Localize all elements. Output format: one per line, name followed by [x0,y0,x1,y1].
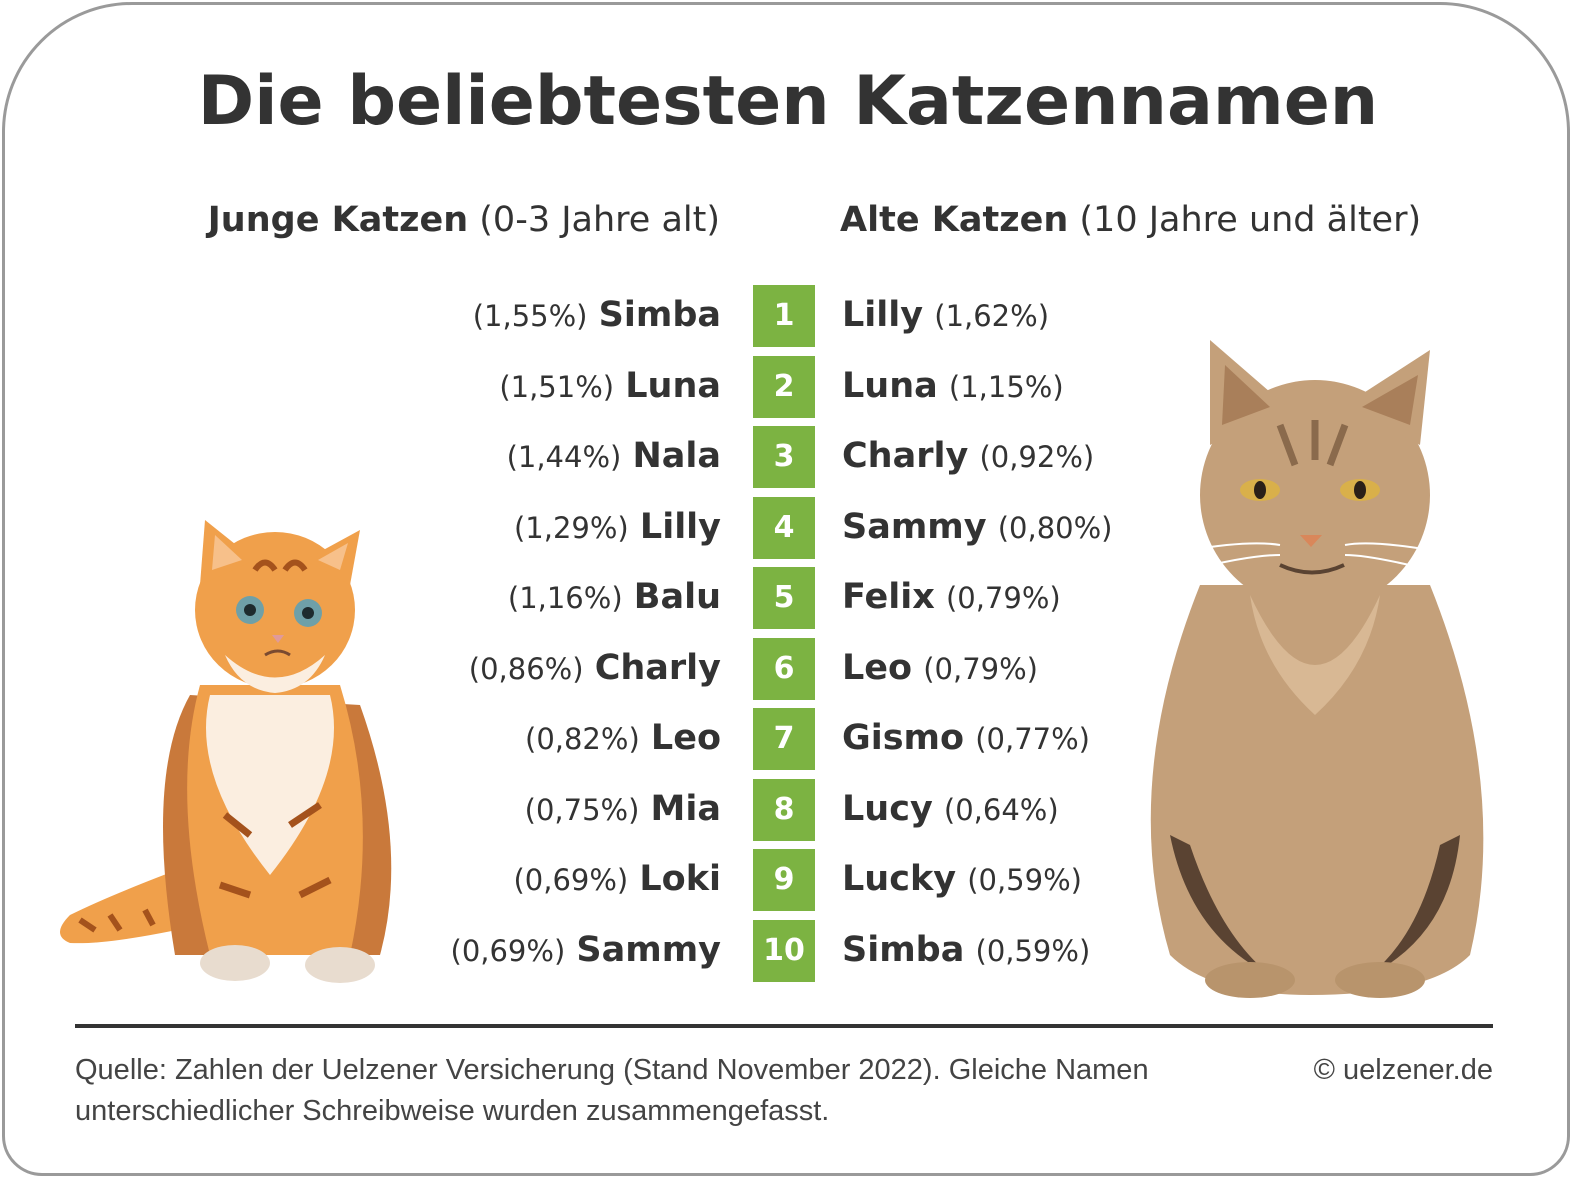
young-cat-illustration [60,520,392,983]
old-cat-row: Lilly (1,62%) [842,295,1049,336]
old-cat-row: Charly (0,92%) [842,436,1094,477]
old-cat-name: Luna [842,365,938,406]
old-cat-name: Leo [842,647,913,688]
column-header-young-light: (0-3 Jahre alt) [479,200,720,240]
young-cat-percent: (1,55%) [472,299,588,333]
young-cat-name: Nala [632,436,721,476]
old-cat-name: Sammy [842,506,987,547]
young-cat-row: (1,16%) Balu [508,577,721,618]
old-cat-name: Gismo [842,718,965,758]
old-cat-percent: (0,64%) [943,792,1059,827]
young-cat-percent: (1,44%) [506,440,622,474]
young-cat-row: (0,69%) Loki [513,859,721,900]
old-cat-percent: (1,15%) [948,369,1064,404]
old-cat-name: Charly [842,436,969,476]
footer-divider [75,1024,1493,1028]
old-cat-name: Lilly [842,295,924,335]
young-cat-row: (0,86%) Charly [469,648,721,689]
old-cat-percent: (0,92%) [979,440,1095,474]
column-header-young-bold: Junge Katzen [207,200,469,240]
rank-badge: 4 [753,496,815,559]
old-cat-row: Lucy (0,64%) [842,789,1059,830]
old-cat-row: Gismo (0,77%) [842,718,1090,759]
old-cat-row: Lucky (0,59%) [842,859,1082,900]
young-cat-row: (1,51%) Luna [499,366,721,407]
young-cat-row: (1,29%) Lilly [514,507,721,548]
young-cat-row: (0,82%) Leo [525,718,721,759]
column-header-young: Junge Katzen (0-3 Jahre alt) [208,200,720,240]
old-cat-illustration [1150,340,1484,998]
young-cat-name: Lilly [639,506,721,547]
column-header-old: Alte Katzen (10 Jahre und älter) [840,200,1421,240]
old-cat-percent: (0,79%) [945,581,1061,615]
rank-badge: 2 [753,355,815,418]
old-cat-percent: (0,80%) [997,510,1113,545]
rank-badge: 8 [753,778,815,841]
old-cat-row: Sammy (0,80%) [842,507,1113,548]
young-cat-name: Mia [650,788,721,829]
old-cat-name: Lucy [842,788,933,829]
young-cat-row: (1,55%) Simba [473,295,721,336]
young-cat-percent: (1,29%) [513,510,629,545]
old-cat-row: Leo (0,79%) [842,648,1038,689]
old-cat-name: Lucky [842,859,957,899]
old-cat-percent: (0,79%) [923,651,1038,686]
old-cat-percent: (0,59%) [967,863,1082,897]
young-cat-percent: (0,69%) [513,863,629,897]
old-cat-name: Simba [842,929,965,970]
old-cat-percent: (0,77%) [975,722,1090,756]
old-cat-percent: (1,62%) [934,299,1050,333]
rank-badge: 6 [753,637,815,700]
young-cat-name: Charly [594,647,721,688]
young-cat-percent: (1,51%) [499,369,615,404]
source-note: Quelle: Zahlen der Uelzener Versicherung… [75,1054,1149,1127]
rank-badge: 5 [753,567,815,629]
young-cat-name: Luna [625,365,721,406]
young-cat-percent: (1,16%) [507,581,623,615]
young-cat-row: (0,75%) Mia [525,789,721,830]
young-cat-name: Sammy [576,929,721,970]
column-header-old-bold: Alte Katzen [840,200,1069,240]
page-title: Die beliebtesten Katzennamen [197,62,1379,141]
rank-badge: 10 [753,919,815,982]
old-cat-row: Luna (1,15%) [842,366,1064,407]
young-cat-percent: (0,86%) [468,651,584,686]
young-cat-percent: (0,82%) [525,722,640,756]
young-cat-name: Simba [598,295,721,335]
rank-badge: 7 [753,708,815,770]
young-cat-name: Loki [639,859,721,899]
young-cat-row: (0,69%) Sammy [451,930,722,971]
copyright: © uelzener.de [1313,1054,1493,1086]
young-cat-percent: (0,69%) [450,933,566,968]
old-cat-row: Felix (0,79%) [842,577,1061,618]
rank-badge: 3 [753,426,815,488]
rank-badge: 9 [753,849,815,911]
young-cat-percent: (0,75%) [524,792,640,827]
old-cat-name: Felix [842,577,935,617]
old-cat-percent: (0,59%) [975,933,1091,968]
rank-badge: 1 [753,285,815,347]
young-cat-name: Leo [650,718,721,758]
old-cat-row: Simba (0,59%) [842,930,1090,971]
young-cat-row: (1,44%) Nala [507,436,721,477]
young-cat-name: Balu [633,577,721,617]
column-header-old-light: (10 Jahre und älter) [1079,200,1422,240]
